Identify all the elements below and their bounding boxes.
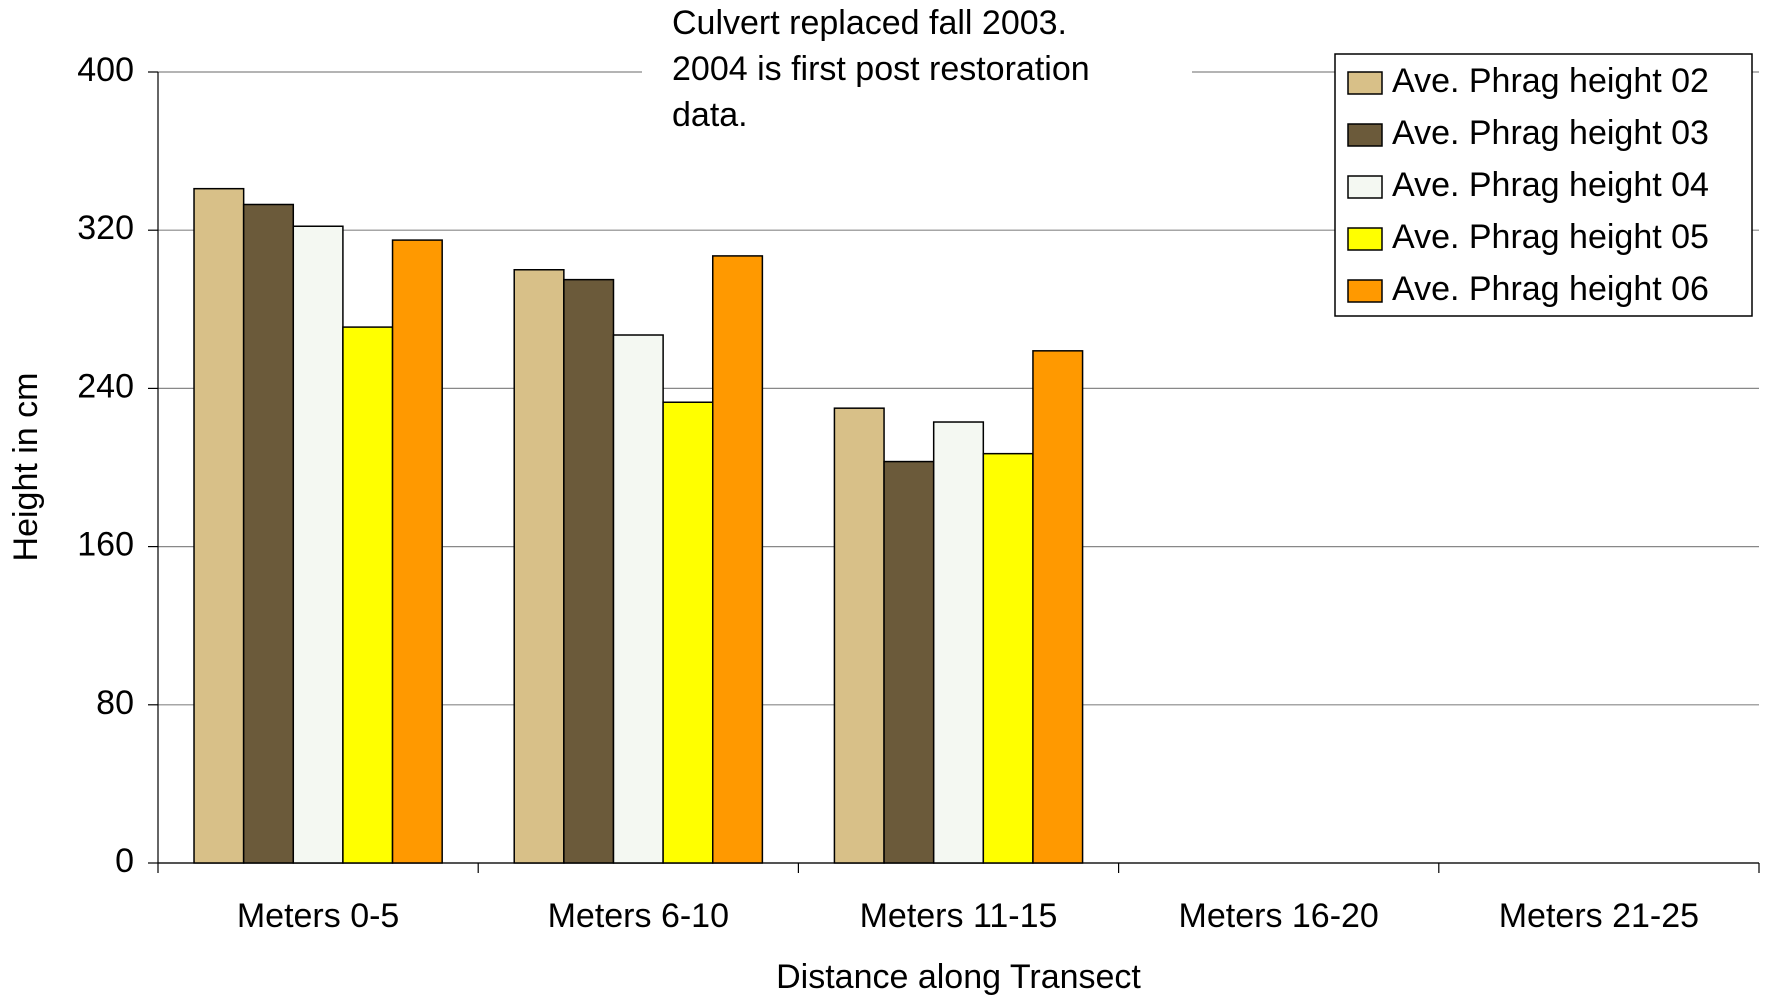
bar	[391, 239, 443, 864]
legend-label: Ave. Phrag height 05	[1392, 218, 1709, 256]
x-tick-label: Meters 0-5	[237, 897, 400, 935]
legend-label: Ave. Phrag height 02	[1392, 62, 1709, 100]
legend-label: Ave. Phrag height 04	[1392, 166, 1709, 204]
bar	[342, 326, 394, 864]
y-tick-label: 160	[77, 526, 134, 564]
y-tick-label: 80	[96, 684, 134, 722]
annotation: 2004 is first post restoration	[672, 50, 1090, 88]
x-tick-label: Meters 6-10	[548, 897, 729, 935]
annotation: data.	[672, 96, 748, 134]
legend-swatch	[1347, 71, 1383, 95]
y-tick-label: 240	[77, 367, 134, 405]
bar	[833, 407, 885, 864]
x-tick-label: Meters 21-25	[1499, 897, 1699, 935]
bar	[242, 203, 295, 864]
legend-swatch	[1347, 279, 1383, 303]
bar	[1032, 350, 1084, 864]
bar	[662, 401, 714, 864]
bar	[711, 255, 764, 864]
x-tick-label: Meters 11-15	[860, 897, 1058, 935]
bar	[932, 421, 985, 864]
legend-swatch	[1347, 175, 1383, 199]
legend-swatch	[1347, 227, 1383, 251]
x-tick-label: Meters 16-20	[1179, 897, 1379, 935]
bar	[563, 278, 615, 864]
y-tick-label: 400	[77, 51, 134, 89]
annotation: Culvert replaced fall 2003.	[672, 4, 1067, 42]
annotation-bg	[642, 8, 1192, 138]
y-tick-label: 320	[77, 209, 134, 247]
bar	[883, 460, 935, 864]
bar	[612, 334, 664, 864]
legend-label: Ave. Phrag height 06	[1392, 270, 1709, 308]
x-axis-title: Distance along Transect	[776, 958, 1141, 996]
legend-box	[1334, 53, 1753, 317]
legend-label: Ave. Phrag height 03	[1392, 114, 1709, 152]
bar	[513, 269, 565, 864]
bar	[292, 225, 344, 864]
y-axis-title: Height in cm	[7, 373, 45, 562]
legend-swatch	[1347, 123, 1383, 147]
y-tick-label: 0	[115, 842, 134, 880]
bar	[193, 187, 245, 864]
bar	[982, 452, 1034, 864]
